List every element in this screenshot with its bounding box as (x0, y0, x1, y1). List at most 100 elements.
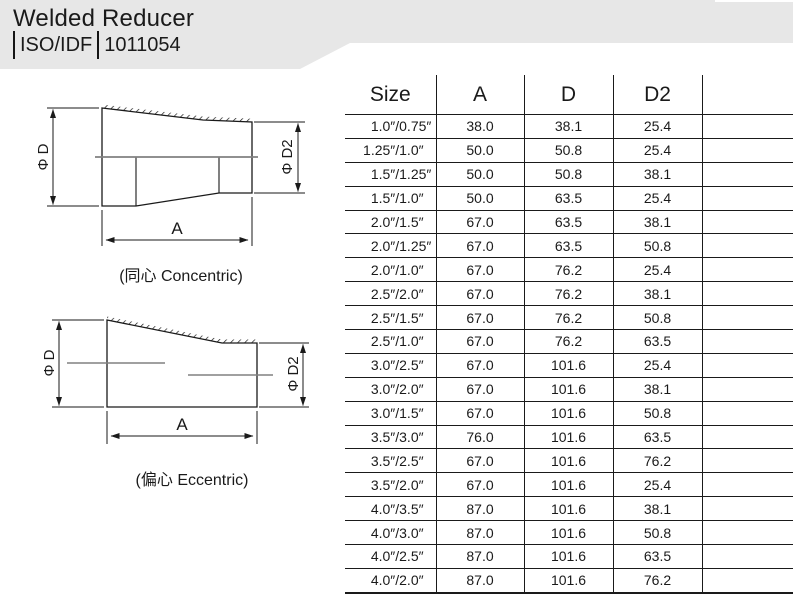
d2-value-cell: 25.4 (613, 472, 703, 498)
size-major: 3.5″ (370, 429, 396, 446)
size-major: 4.0″ (370, 548, 396, 565)
size-minor: /2.5″ (395, 548, 424, 565)
size-cell: 4.0″/3.0″ (345, 520, 437, 546)
d2-value-cell: 25.4 (613, 186, 703, 211)
centerlines (67, 362, 273, 376)
d2-value-cell: 38.1 (613, 210, 703, 235)
empty-cell (702, 472, 793, 498)
table-row: 3.5″/2.0″ 67.0 101.6 25.4 (345, 472, 793, 498)
empty-cell (702, 496, 793, 522)
empty-cell (702, 520, 793, 546)
dim-label-a: A (176, 415, 188, 434)
a-value-cell: 67.0 (436, 401, 525, 426)
a-value-cell: 50.0 (436, 186, 525, 211)
d2-value-cell: 50.8 (613, 305, 703, 331)
size-cell: 1.5″/1.25″ (345, 162, 437, 187)
size-cell: 3.0″/2.0″ (345, 377, 437, 402)
table-row: 1.0″/0.75″ 38.0 38.1 25.4 (345, 114, 793, 139)
table-row: 1.5″/1.0″ 50.0 63.5 25.4 (345, 186, 793, 211)
a-value-cell: 67.0 (436, 281, 525, 307)
a-value-cell: 50.0 (436, 162, 525, 187)
d-value-cell: 50.8 (524, 138, 614, 163)
divider-bar (97, 31, 100, 59)
d2-value-cell: 38.1 (613, 162, 703, 187)
table-row: 3.0″/2.0″ 67.0 101.6 38.1 (345, 377, 793, 402)
a-value-cell: 67.0 (436, 257, 525, 283)
d-value-cell: 101.6 (524, 401, 614, 426)
d2-value-cell: 50.8 (613, 401, 703, 426)
table-row: 4.0″/2.0″ 87.0 101.6 76.2 (345, 568, 793, 594)
spec-table: Size A D D2 1.0″/0.75″ 38.0 38.1 25.4 1.25″/… (345, 75, 793, 594)
size-major: 2.5″ (370, 285, 396, 302)
d-value-cell: 101.6 (524, 496, 614, 522)
a-value-cell: 67.0 (436, 210, 525, 235)
col-header-size: Size (345, 75, 437, 115)
d2-value-cell: 38.1 (613, 377, 703, 402)
d-value-cell: 76.2 (524, 281, 614, 307)
size-major: 3.5″ (370, 476, 396, 493)
empty-cell (702, 329, 793, 354)
header-band (0, 0, 793, 69)
size-major: 4.0″ (370, 572, 396, 589)
eccentric-reducer-drawing: Φ D Φ D2 A (41, 316, 309, 444)
dim-label-d2: Φ D2 (279, 139, 296, 174)
d2-value-cell: 63.5 (613, 544, 703, 569)
empty-cell (702, 186, 793, 211)
d2-value-cell: 25.4 (613, 114, 703, 139)
extension-lines (259, 342, 309, 408)
a-value-cell: 67.0 (436, 305, 525, 331)
size-major: 2.0″ (370, 214, 396, 230)
table-row: 3.5″/3.0″ 76.0 101.6 63.5 (345, 425, 793, 450)
a-value-cell: 50.0 (436, 138, 525, 163)
table-row: 1.5″/1.25″ 50.0 50.8 38.1 (345, 162, 793, 187)
header-band-shape (0, 0, 793, 69)
page-title: Welded Reducer (13, 5, 195, 32)
size-minor: /1.0″ (395, 333, 424, 350)
standard-code: 1011054 (104, 33, 181, 56)
d-value-cell: 63.5 (524, 233, 614, 259)
extension-lines (52, 319, 104, 408)
empty-cell (702, 353, 793, 378)
d-value-cell: 76.2 (524, 305, 614, 331)
col-header-d2: D2 (613, 75, 703, 115)
size-cell: 3.0″/2.5″ (345, 353, 437, 378)
eccentric-caption: (偏心 Eccentric) (135, 472, 249, 489)
table-row: 2.5″/2.0″ 67.0 76.2 38.1 (345, 281, 793, 307)
concentric-caption: (同心 Concentric) (119, 268, 243, 285)
empty-cell (702, 210, 793, 235)
size-cell: 4.0″/2.0″ (345, 568, 437, 594)
d-value-cell: 101.6 (524, 520, 614, 546)
a-value-cell: 67.0 (436, 353, 525, 378)
a-value-cell: 87.0 (436, 544, 525, 569)
size-minor: /3.5″ (395, 500, 424, 517)
a-value-cell: 67.0 (436, 448, 525, 474)
size-minor: /2.5″ (395, 357, 424, 374)
size-minor: /2.5″ (395, 452, 424, 469)
table-row: 4.0″/3.0″ 87.0 101.6 50.8 (345, 520, 793, 546)
empty-cell (702, 138, 793, 163)
standard-line: ISO/IDF 1011054 (13, 31, 181, 59)
empty-cell (702, 257, 793, 283)
seam-lines (135, 157, 220, 206)
size-cell: 3.5″/2.0″ (345, 472, 437, 498)
dim-label-d: Φ D (41, 349, 58, 376)
size-major: 1.5″ (370, 166, 396, 183)
extension-lines (47, 107, 99, 207)
size-cell: 3.5″/3.0″ (345, 425, 437, 450)
size-cell: 3.0″/1.5″ (345, 401, 437, 426)
a-value-cell: 87.0 (436, 496, 525, 522)
divider-bar (13, 31, 15, 59)
d2-value-cell: 38.1 (613, 281, 703, 307)
size-minor: /3.0″ (395, 524, 424, 541)
col-header-a: A (436, 75, 525, 115)
size-minor: /1.0″ (395, 142, 424, 159)
table-row: 2.0″/1.5″ 67.0 63.5 38.1 (345, 210, 793, 235)
d2-value-cell: 63.5 (613, 425, 703, 450)
a-value-cell: 76.0 (436, 425, 525, 450)
empty-cell (702, 305, 793, 331)
a-value-cell: 67.0 (436, 472, 525, 498)
size-minor: /1.0″ (395, 261, 424, 278)
size-minor: /1.5″ (395, 214, 424, 230)
size-cell: 2.0″/1.5″ (345, 210, 437, 235)
size-cell: 2.0″/1.0″ (345, 257, 437, 283)
